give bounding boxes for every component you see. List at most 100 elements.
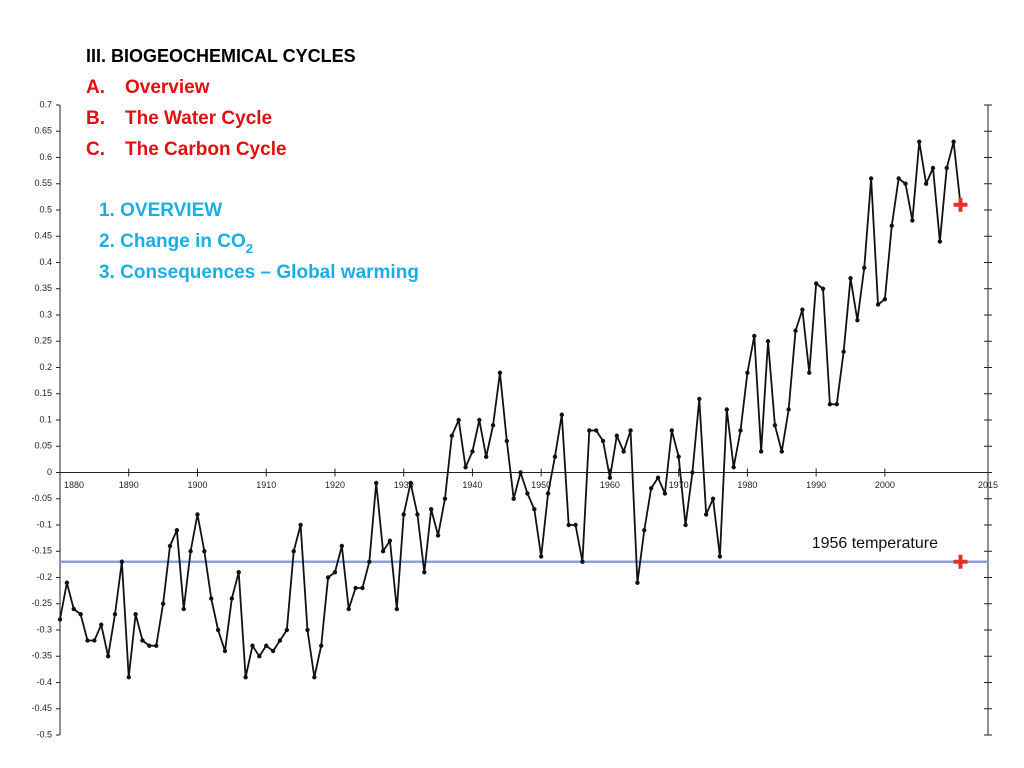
point [422,570,427,575]
point [669,428,674,433]
point [250,643,255,648]
outline-marker: B. [86,108,105,129]
y-tick-label: 0.05 [34,441,52,451]
point [85,638,90,643]
point [119,559,125,564]
point [209,596,214,601]
y-tick-label: 0.1 [39,414,52,424]
y-tick-label: -0.1 [36,519,52,529]
point [593,428,599,433]
y-tick-label: 0.2 [39,362,52,372]
point [105,654,111,659]
point [697,396,702,402]
point [154,643,159,648]
y-tick-label: -0.2 [36,572,52,582]
point [57,617,63,622]
point [910,218,915,223]
point [325,575,331,580]
highlight-marker [953,554,968,569]
y-tick-label: 0.15 [34,388,52,398]
y-tick-label: 0.7 [39,99,52,109]
point [903,181,908,186]
point [64,580,70,585]
list-item: 1. OVERVIEW [99,200,222,221]
y-tick-label: -0.3 [36,624,52,634]
point [264,643,269,648]
point [497,370,503,375]
y-tick-label: 0.55 [34,178,52,188]
x-tick-label: 1960 [600,480,620,490]
point [827,402,833,407]
point [243,675,248,680]
point [133,612,138,617]
point [820,286,826,291]
point [298,522,303,528]
point [566,522,571,528]
point [690,470,695,475]
point [917,139,922,144]
point [758,449,764,454]
point [834,402,839,407]
x-tick-label: 1900 [187,480,207,490]
subscript: 2 [246,241,253,256]
point [717,554,723,559]
point [435,533,441,538]
point [429,507,434,512]
highlight-marker [953,197,968,212]
point [284,627,290,633]
point [449,433,455,438]
point [765,339,771,344]
x-tick-label: 1880 [64,480,84,490]
point [951,139,956,144]
point [291,549,296,554]
point [628,428,633,433]
x-tick-label: 1920 [325,480,345,490]
point [655,475,661,480]
list-item: 2. Change in CO2 [99,231,253,256]
point [635,580,640,585]
point [442,496,448,501]
point [800,307,805,312]
point [552,454,558,459]
point [642,528,647,533]
y-tick-label: -0.35 [31,651,52,661]
point [367,559,372,564]
point [270,648,276,654]
point [346,606,351,612]
point [477,417,482,423]
point [532,507,537,512]
point [312,675,317,680]
y-tick-label: -0.4 [36,677,52,687]
point [174,528,180,533]
point [600,438,606,444]
x-tick-label: 1910 [256,480,276,490]
point [147,643,152,648]
point [676,454,681,459]
point [738,428,743,433]
point [580,559,585,564]
point [319,643,324,648]
point [78,612,83,617]
point [896,176,901,181]
point [511,496,516,501]
point [160,601,166,606]
point [332,570,338,575]
point [195,512,200,517]
point [112,612,118,617]
point [374,480,379,486]
point [937,239,943,244]
point [470,449,475,454]
point [779,449,784,454]
point [167,543,173,549]
point [257,654,262,659]
y-tick-label: 0.45 [34,231,52,241]
point [229,596,235,601]
line [59,140,962,679]
y-tick-label: 0.5 [39,204,52,214]
y-tick-label: 0.3 [39,309,52,319]
point [807,370,812,375]
point [607,475,613,480]
point [236,570,241,575]
point [559,412,565,417]
